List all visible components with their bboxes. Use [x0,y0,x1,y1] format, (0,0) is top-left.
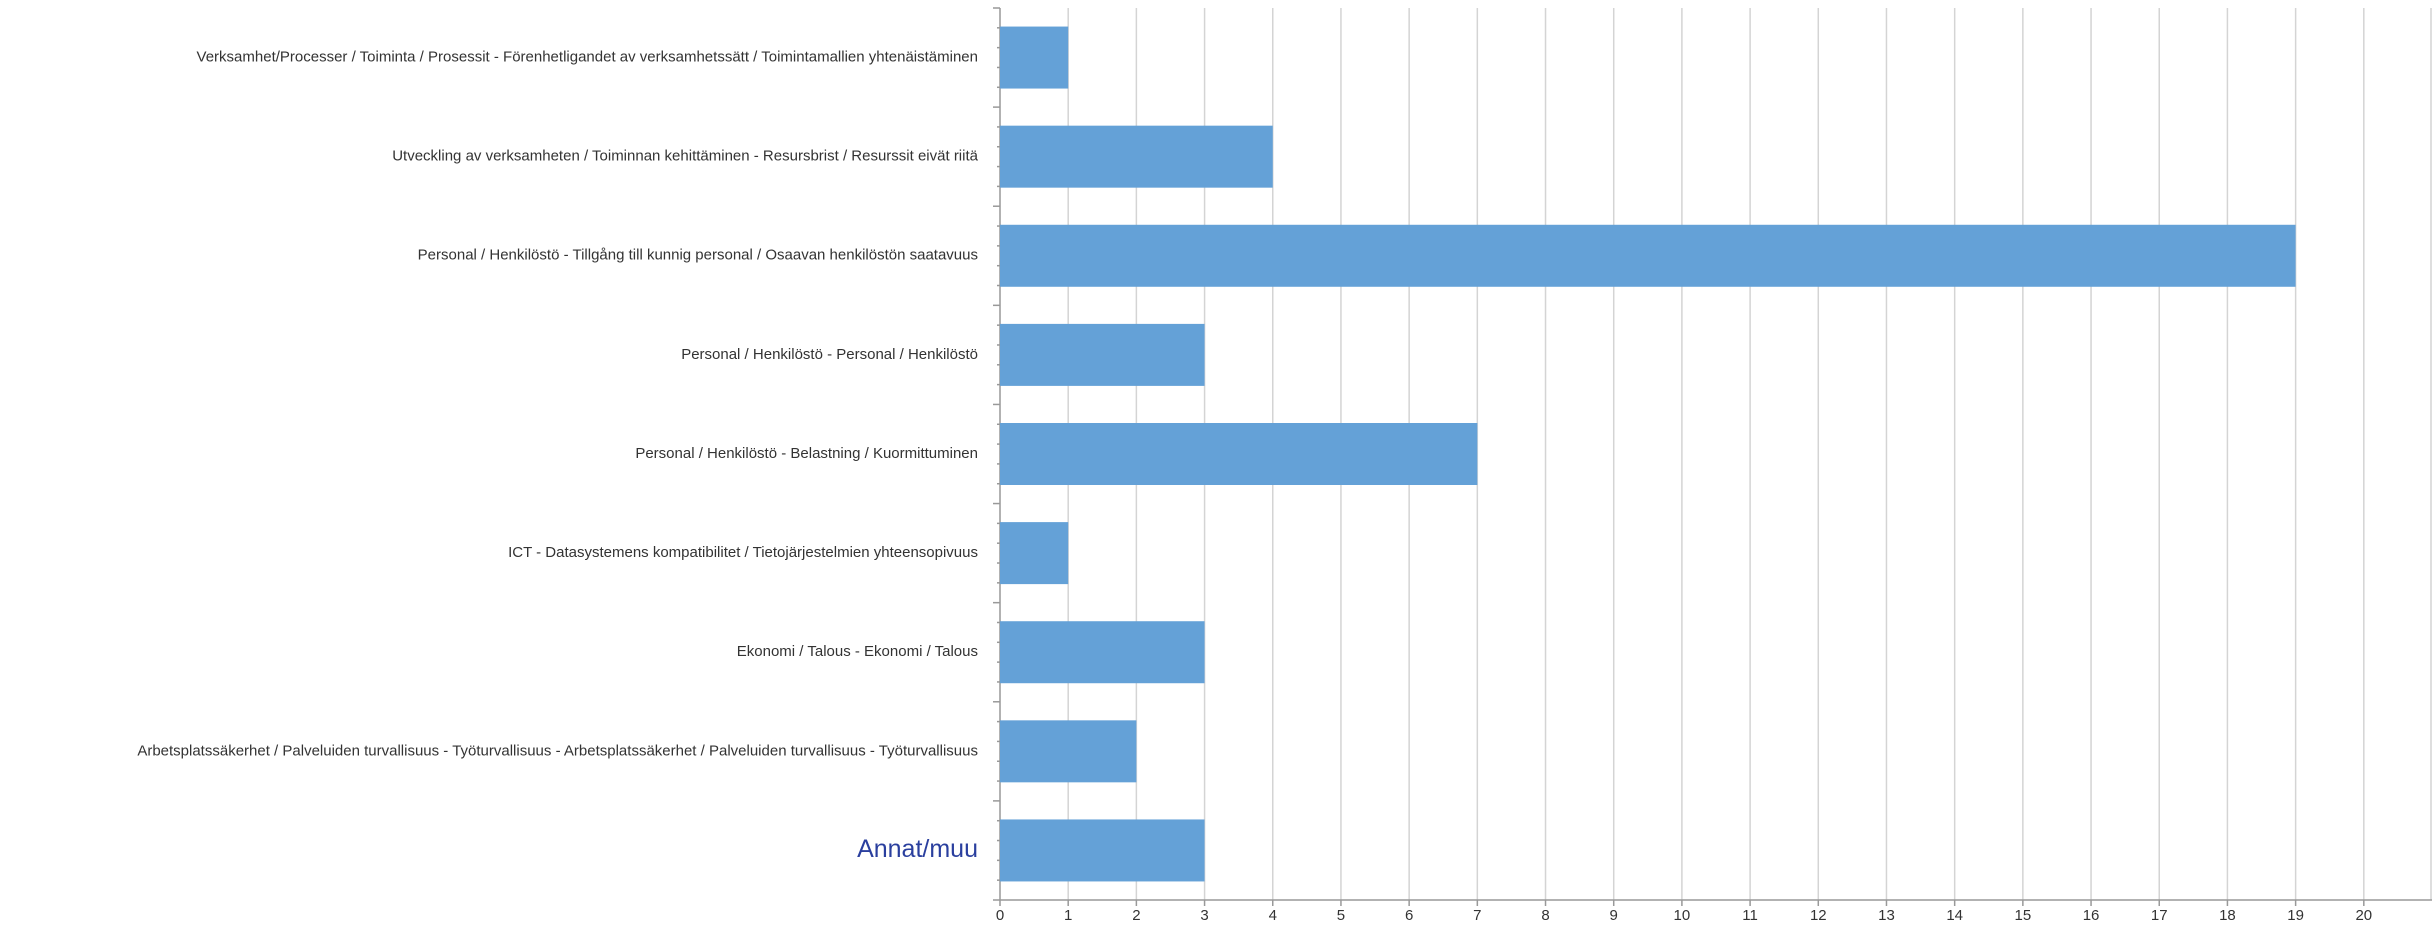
bar [1000,26,1069,89]
x-tick-label: 11 [1742,907,1758,924]
bar [1000,720,1137,783]
bar [1000,224,2296,287]
y-tick-label: Arbetsplatssäkerhet / Palveluiden turval… [137,742,978,759]
x-tick-label: 12 [1810,907,1827,924]
x-tick-label: 5 [1337,907,1345,924]
y-tick-label: Ekonomi / Talous - Ekonomi / Talous [737,643,978,660]
x-tick-label: 16 [2083,907,2100,924]
x-tick-label: 0 [996,907,1004,924]
y-tick-label: ICT - Datasystemens kompatibilitet / Tie… [508,544,978,561]
y-tick-label: Utveckling av verksamheten / Toiminnan k… [392,148,978,165]
x-tick-label: 3 [1200,907,1208,924]
x-tick-label: 17 [2151,907,2168,924]
x-tick-label: 8 [1541,907,1549,924]
x-tick-label: 10 [1674,907,1691,924]
x-tick-label: 6 [1405,907,1413,924]
x-tick-label: 4 [1269,907,1277,924]
bar [1000,323,1205,386]
x-tick-label: 7 [1473,907,1481,924]
bar [1000,125,1273,188]
y-tick-label: Personal / Henkilöstö - Tillgång till ku… [418,247,978,264]
bar [1000,819,1205,882]
x-tick-label: 9 [1610,907,1618,924]
x-tick-label: 14 [1946,907,1963,924]
x-tick-label: 19 [2287,907,2304,924]
x-tick-label: 2 [1132,907,1140,924]
x-tick-label: 18 [2219,907,2236,924]
y-tick-label: Personal / Henkilöstö - Belastning / Kuo… [635,445,978,462]
bar [1000,522,1069,585]
bar [1000,621,1205,684]
bar [1000,423,1478,485]
y-tick-label: Annat/muu [857,835,978,863]
y-tick-label: Personal / Henkilöstö - Personal / Henki… [681,346,978,363]
x-tick-label: 1 [1064,907,1072,924]
x-tick-label: 15 [2015,907,2032,924]
x-tick-label: 13 [1878,907,1895,924]
x-tick-label: 20 [2355,907,2372,924]
y-tick-label: Verksamhet/Processer / Toiminta / Proses… [197,49,978,66]
